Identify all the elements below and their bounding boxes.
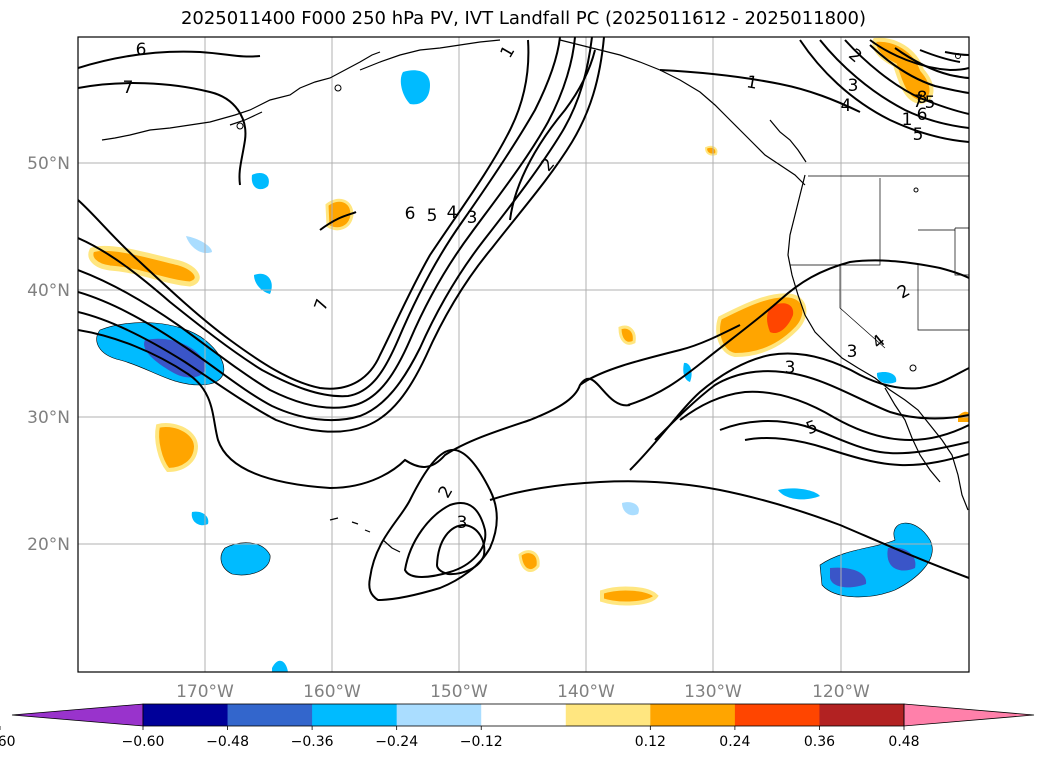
contour-label: 6	[917, 105, 928, 125]
contour-label: 3	[847, 342, 858, 362]
contour-label: 7	[913, 92, 924, 112]
lon-label: 150°W	[430, 682, 488, 702]
map-frame	[77, 36, 970, 673]
map-title: 2025011400 F000 250 hPa PV, IVT Landfall…	[180, 8, 867, 29]
colorbar-segment	[143, 704, 229, 726]
lon-label: 130°W	[684, 682, 742, 702]
colorbar-tick-label: −0.24	[375, 734, 418, 750]
contour-label: 4	[447, 203, 458, 223]
colorbar-extend-low	[11, 703, 144, 727]
colorbar-frame	[142, 703, 905, 727]
ivt-shading	[88, 37, 969, 672]
lat-label: 30°N	[27, 408, 70, 428]
contour-label: 3	[467, 208, 478, 228]
colorbar-tick-label: 0.48	[888, 734, 919, 750]
islands	[236, 53, 961, 372]
longitude-axis: 170°W 160°W 150°W 140°W 130°W 120°W	[176, 682, 870, 702]
colorbar: −0.60 −0.48 −0.36 −0.24 −0.12 0.12 0.24 0.36 0.4…	[0, 703, 1035, 750]
contour-label: 8	[917, 88, 928, 108]
contour-label: 5	[913, 125, 924, 145]
colorbar-segment	[650, 704, 736, 726]
colorbar-segment	[565, 704, 651, 726]
latitude-axis: 50°N 40°N 30°N 20°N	[27, 154, 70, 555]
colorbar-tick-label: 0.60	[0, 734, 16, 750]
colorbar-extend-high	[903, 703, 1035, 727]
colorbar-tick-label: −0.12	[460, 734, 503, 750]
contour-label: 7	[123, 78, 134, 98]
contour-label: 5	[427, 206, 438, 226]
contour-label: 5	[925, 93, 936, 113]
colorbar-segment	[734, 704, 820, 726]
colorbar-segment	[819, 704, 905, 726]
lat-label: 20°N	[27, 535, 70, 555]
colorbar-segment	[227, 704, 313, 726]
graticule	[78, 37, 969, 672]
state-borders	[790, 175, 969, 349]
contour-label: 3	[848, 76, 859, 96]
contour-label: 3	[785, 358, 796, 378]
contour-label: 1	[745, 72, 759, 94]
colorbar-segment	[396, 704, 482, 726]
colorbar-segment	[481, 704, 567, 726]
colorbar-tick-label: 0.36	[804, 734, 835, 750]
contour-label: 6	[136, 40, 147, 60]
colorbar-tick-label: 0.12	[635, 734, 666, 750]
colorbar-segment	[312, 704, 398, 726]
contour-label: 3	[457, 513, 468, 533]
contour-label: 1	[902, 110, 913, 130]
contour-label: 6	[405, 204, 416, 224]
colorbar-tick-label: −0.60	[122, 734, 165, 750]
colorbar-tick-label: 0.24	[719, 734, 750, 750]
lon-label: 170°W	[176, 682, 234, 702]
lat-label: 50°N	[27, 154, 70, 174]
colorbar-tick-label: −0.48	[206, 734, 249, 750]
contour-label: 4	[841, 96, 852, 116]
lat-label: 40°N	[27, 281, 70, 301]
lon-label: 140°W	[557, 682, 615, 702]
pv-contours	[78, 37, 969, 602]
colorbar-tick-label: −0.36	[291, 734, 334, 750]
lon-label: 160°W	[303, 682, 361, 702]
lon-label: 120°W	[812, 682, 870, 702]
